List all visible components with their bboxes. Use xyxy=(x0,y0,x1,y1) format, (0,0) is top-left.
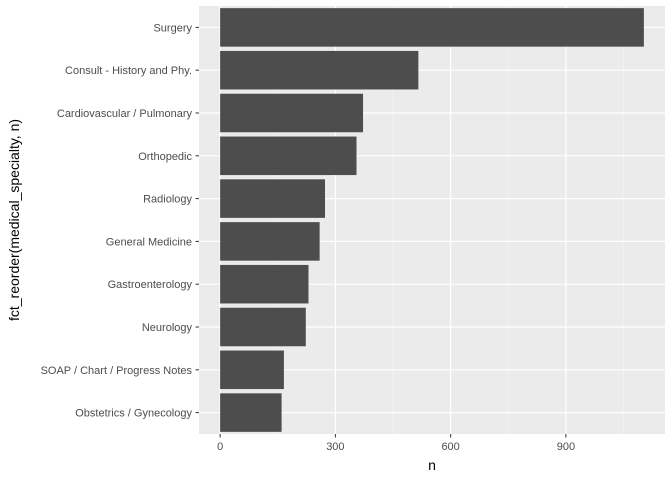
bar xyxy=(220,350,284,390)
bar xyxy=(220,222,320,261)
y-tick-label: Consult - History and Phy. xyxy=(65,65,192,77)
y-tick-label: General Medicine xyxy=(106,236,192,248)
y-tick-label: Cardiovascular / Pulmonary xyxy=(57,108,193,120)
bar xyxy=(220,8,644,47)
x-tick-label: 600 xyxy=(441,441,459,453)
bar xyxy=(220,179,326,218)
x-axis-ticks: 0 300 600 900 xyxy=(217,434,575,453)
x-axis-title: n xyxy=(428,457,436,473)
y-tick-label: Radiology xyxy=(143,194,192,206)
x-tick-label: 900 xyxy=(557,441,575,453)
y-tick-label: Neurology xyxy=(142,322,193,334)
bar xyxy=(220,93,364,133)
bar xyxy=(220,307,306,347)
y-tick-label: SOAP / Chart / Progress Notes xyxy=(41,365,193,377)
bar xyxy=(220,393,282,432)
y-tick-label: Obstetrics / Gynecology xyxy=(75,408,192,420)
bar xyxy=(220,136,357,176)
x-tick-label: 0 xyxy=(217,441,223,453)
y-tick-label: Orthopedic xyxy=(138,151,192,163)
x-tick-label: 300 xyxy=(326,441,344,453)
bars xyxy=(220,8,644,432)
y-axis-title: fct_reorder(medical_specialty, n) xyxy=(6,119,22,321)
y-tick-label: Surgery xyxy=(153,22,192,34)
y-tick-label: Gastroenterology xyxy=(108,279,193,291)
bar xyxy=(220,50,419,90)
bar xyxy=(220,264,309,304)
y-axis-ticks: Surgery Consult - History and Phy. Cardiov… xyxy=(41,22,199,420)
